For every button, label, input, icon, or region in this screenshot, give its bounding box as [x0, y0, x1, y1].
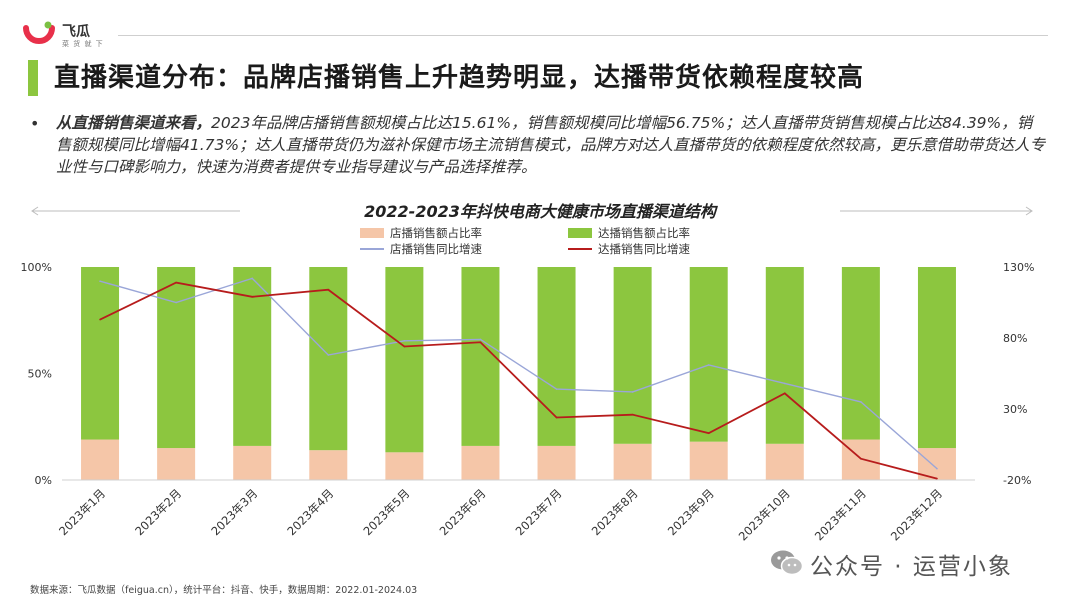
x-tick-7: 2023年7月 [513, 486, 565, 538]
right-axis-tick-2: 80% [1003, 332, 1027, 345]
x-tick-8: 2023年8月 [589, 486, 641, 538]
x-tick-9: 2023年9月 [665, 486, 717, 538]
point-talent-7 [555, 416, 558, 419]
left-axis-tick-0: 0% [35, 474, 52, 487]
bullet-marker: • [30, 114, 40, 133]
bar-store-2 [157, 448, 196, 480]
bar-talent-2 [157, 267, 196, 449]
bar-store-11 [841, 439, 880, 480]
chart-title: 2022-2023年抖快电商大健康市场直播渠道结构 [364, 202, 719, 221]
point-store-9 [707, 364, 710, 366]
bar-store-4 [309, 450, 348, 480]
legend-swatch-1 [568, 228, 592, 238]
legend-label-1: 达播销售额占比率 [598, 226, 690, 240]
bar-talent-11 [841, 267, 880, 440]
bar-store-8 [613, 443, 652, 480]
summary-bullet: 从直播销售渠道来看，2023年品牌店播销售额规模占比达15.61%，销售额规模同… [56, 112, 1046, 178]
data-source: 数据来源：飞瓜数据（feigua.cn），统计平台：抖音、快手，数据周期：202… [30, 585, 418, 596]
point-talent-2 [175, 281, 177, 284]
left-axis-tick-1: 50% [28, 368, 52, 381]
x-tick-10: 2023年10月 [736, 486, 793, 543]
point-talent-5 [403, 345, 406, 348]
point-store-7 [555, 388, 558, 390]
x-tick-5: 2023年5月 [360, 486, 412, 538]
point-store-3 [251, 277, 254, 280]
bar-talent-12 [917, 267, 956, 449]
bar-store-9 [689, 441, 728, 480]
brand-logo-icon [23, 21, 55, 44]
x-tick-3: 2023年3月 [208, 486, 260, 538]
bar-store-3 [233, 445, 272, 480]
point-talent-3 [251, 296, 254, 298]
arrow-left-icon [31, 206, 39, 216]
bar-talent-9 [689, 267, 728, 442]
x-tick-1: 2023年1月 [56, 486, 108, 538]
point-store-4 [327, 354, 330, 356]
point-talent-6 [479, 341, 482, 344]
bar-talent-10 [765, 267, 804, 444]
legend-label-2: 店播销售同比增速 [390, 242, 482, 256]
bar-store-1 [81, 439, 120, 480]
x-tick-12: 2023年12月 [888, 486, 945, 543]
bar-store-10 [765, 443, 804, 480]
point-talent-9 [707, 432, 710, 434]
slide-title: 直播渠道分布：品牌店播销售上升趋势明显，达播带货依赖程度较高 [54, 63, 865, 93]
point-store-2 [175, 301, 177, 304]
right-axis-tick-3: 130% [1003, 261, 1034, 274]
point-store-12 [936, 467, 938, 470]
right-axis-tick-0: -20% [1003, 474, 1031, 487]
bar-talent-4 [309, 267, 348, 451]
legend-swatch-0 [360, 228, 384, 238]
watermark-text: 公众号 · 运营小象 [810, 554, 1013, 580]
bar-store-7 [537, 445, 576, 480]
point-store-8 [631, 391, 634, 393]
bullet-text: 2023年品牌店播销售额规模占比达15.61%，销售额规模同比增幅56.75%；… [56, 114, 1046, 176]
right-axis-tick-1: 30% [1003, 403, 1027, 416]
wechat-icon [771, 550, 804, 576]
bar-store-5 [385, 452, 424, 480]
bar-talent-7 [537, 267, 576, 446]
point-talent-1 [99, 318, 101, 321]
header-divider [118, 35, 1048, 36]
point-talent-4 [327, 288, 330, 291]
point-talent-8 [631, 413, 634, 416]
line-store-growth [99, 277, 938, 470]
point-talent-10 [783, 392, 786, 395]
point-store-1 [99, 280, 101, 283]
x-tick-4: 2023年4月 [284, 486, 336, 538]
x-tick-11: 2023年11月 [812, 486, 869, 543]
title-accent-bar [28, 60, 38, 96]
point-talent-12 [936, 477, 938, 480]
bullet-lead: 从直播销售渠道来看， [56, 114, 212, 132]
bar-store-6 [461, 445, 500, 480]
line-talent-growth [99, 281, 938, 480]
left-axis-tick-2: 100% [21, 261, 52, 274]
brand-logo: 飞瓜 菜 货 就 下 [22, 20, 152, 50]
point-store-5 [403, 340, 406, 342]
point-talent-11 [860, 457, 862, 460]
brand-slogan: 菜 货 就 下 [62, 40, 104, 48]
bar-talent-6 [461, 267, 500, 446]
x-tick-2: 2023年2月 [132, 486, 184, 538]
point-store-10 [783, 382, 786, 385]
legend-label-3: 达播销售同比增速 [598, 242, 690, 256]
brand-name: 飞瓜 [62, 24, 90, 40]
arrow-right-icon [1025, 206, 1033, 216]
x-tick-6: 2023年6月 [437, 486, 489, 538]
point-store-11 [860, 401, 862, 403]
bar-talent-1 [81, 267, 120, 440]
bar-talent-5 [385, 267, 424, 453]
point-store-6 [479, 338, 482, 341]
legend-label-0: 店播销售额占比率 [390, 226, 482, 240]
